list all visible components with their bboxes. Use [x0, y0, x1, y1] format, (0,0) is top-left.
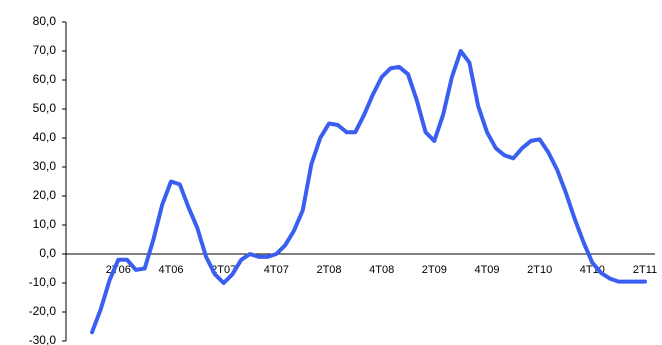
y-tick-label: 80,0 [33, 14, 57, 28]
y-tick-label: 70,0 [33, 43, 57, 57]
x-tick-label: 4T07 [264, 264, 289, 276]
y-tick-label: 50,0 [33, 101, 57, 115]
y-tick-label: -30,0 [29, 333, 57, 345]
y-tick-label: -20,0 [29, 304, 57, 318]
x-tick-label: 2T07 [211, 264, 236, 276]
y-tick-label: 30,0 [33, 159, 57, 173]
y-tick-label: 0,0 [39, 246, 56, 260]
x-tick-label: 2T10 [527, 264, 552, 276]
x-tick-label: 2T08 [316, 264, 341, 276]
data-line [90, 49, 647, 335]
x-tick-label: 2T11 [633, 264, 657, 276]
x-tick-label: 2T06 [106, 264, 131, 276]
y-tick-label: 20,0 [33, 188, 57, 202]
y-tick-label: 60,0 [33, 72, 57, 86]
y-tick-label: 10,0 [33, 217, 57, 231]
x-tick-label: 4T08 [369, 264, 394, 276]
x-tick-label: 4T06 [158, 264, 183, 276]
x-tick-label: 4T09 [474, 264, 499, 276]
y-tick-label: 40,0 [33, 130, 57, 144]
x-tick-label: 2T09 [422, 264, 447, 276]
y-tick-label: -10,0 [29, 275, 57, 289]
